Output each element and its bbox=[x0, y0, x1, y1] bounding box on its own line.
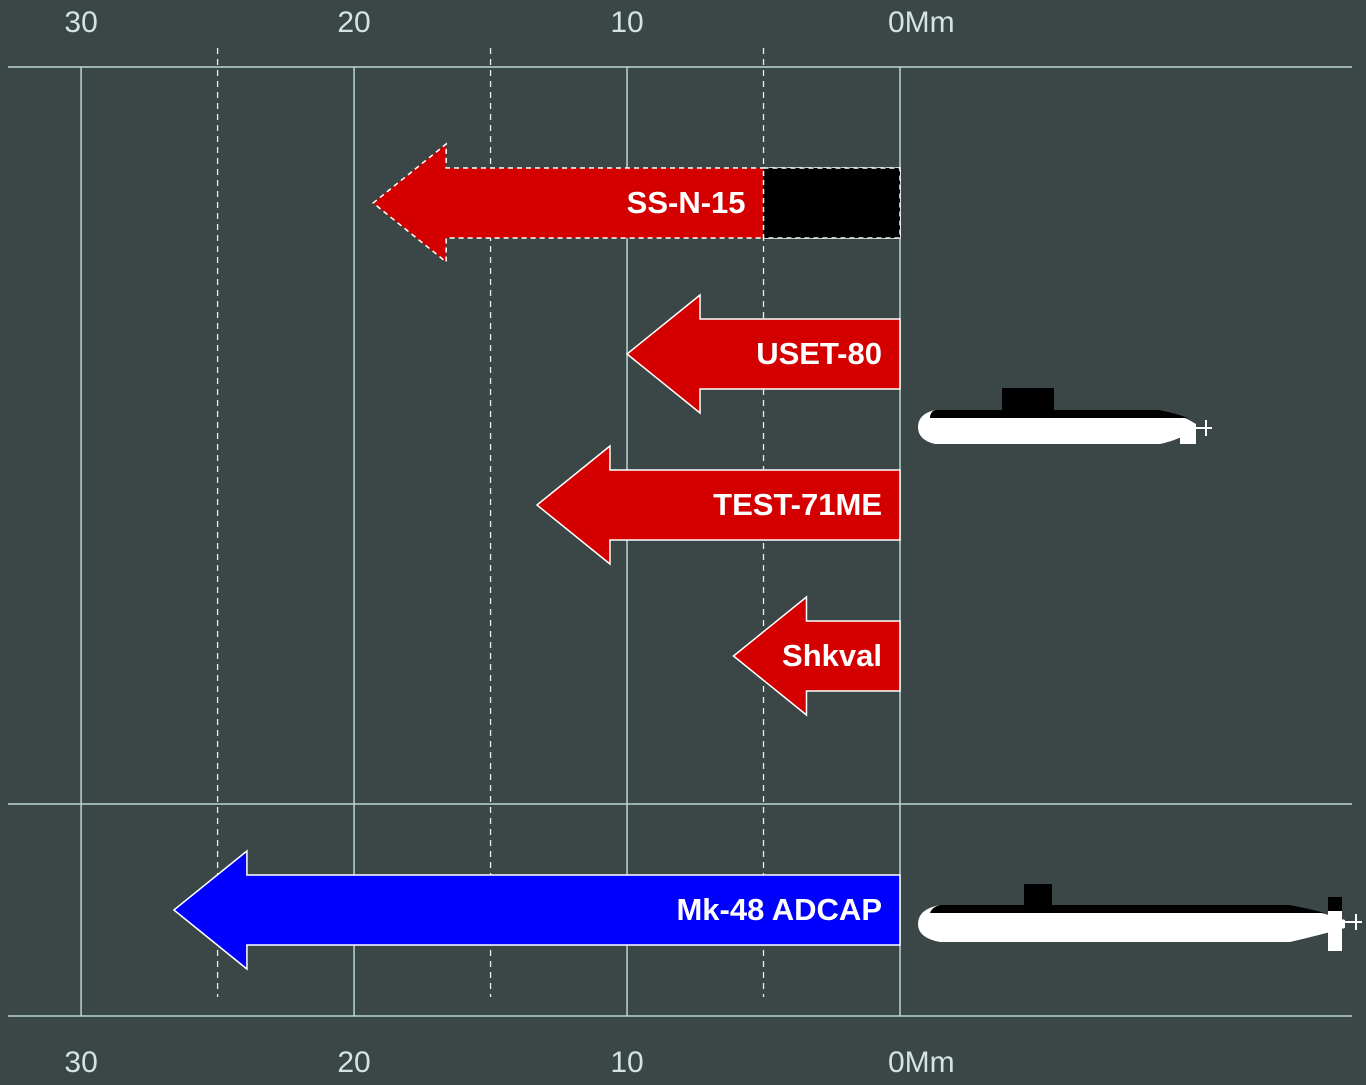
x-tick-label-top: 0Mm bbox=[888, 6, 955, 39]
weapon-label: SS-N-15 bbox=[627, 185, 746, 220]
x-tick-label-top: 20 bbox=[337, 6, 370, 39]
weapon-label: USET-80 bbox=[756, 336, 882, 371]
launch-segment bbox=[762, 167, 901, 239]
x-tick-label-top: 10 bbox=[610, 6, 643, 39]
x-tick-label-bottom: 0Mm bbox=[888, 1046, 955, 1079]
submarine-1 bbox=[918, 388, 1212, 444]
range-arrow bbox=[732, 595, 901, 717]
weapon-label: Shkval bbox=[782, 638, 882, 673]
x-tick-label-bottom: 30 bbox=[64, 1046, 97, 1079]
range-arrow bbox=[172, 849, 901, 971]
submarine-2 bbox=[918, 884, 1362, 951]
x-tick-label-bottom: 20 bbox=[337, 1046, 370, 1079]
weapon-label: Mk-48 ADCAP bbox=[676, 892, 882, 927]
range-arrow bbox=[625, 293, 901, 415]
x-tick-label-top: 30 bbox=[64, 6, 97, 39]
range-arrow bbox=[535, 444, 901, 566]
weapon-label: TEST-71ME bbox=[713, 487, 882, 522]
x-tick-label-bottom: 10 bbox=[610, 1046, 643, 1079]
